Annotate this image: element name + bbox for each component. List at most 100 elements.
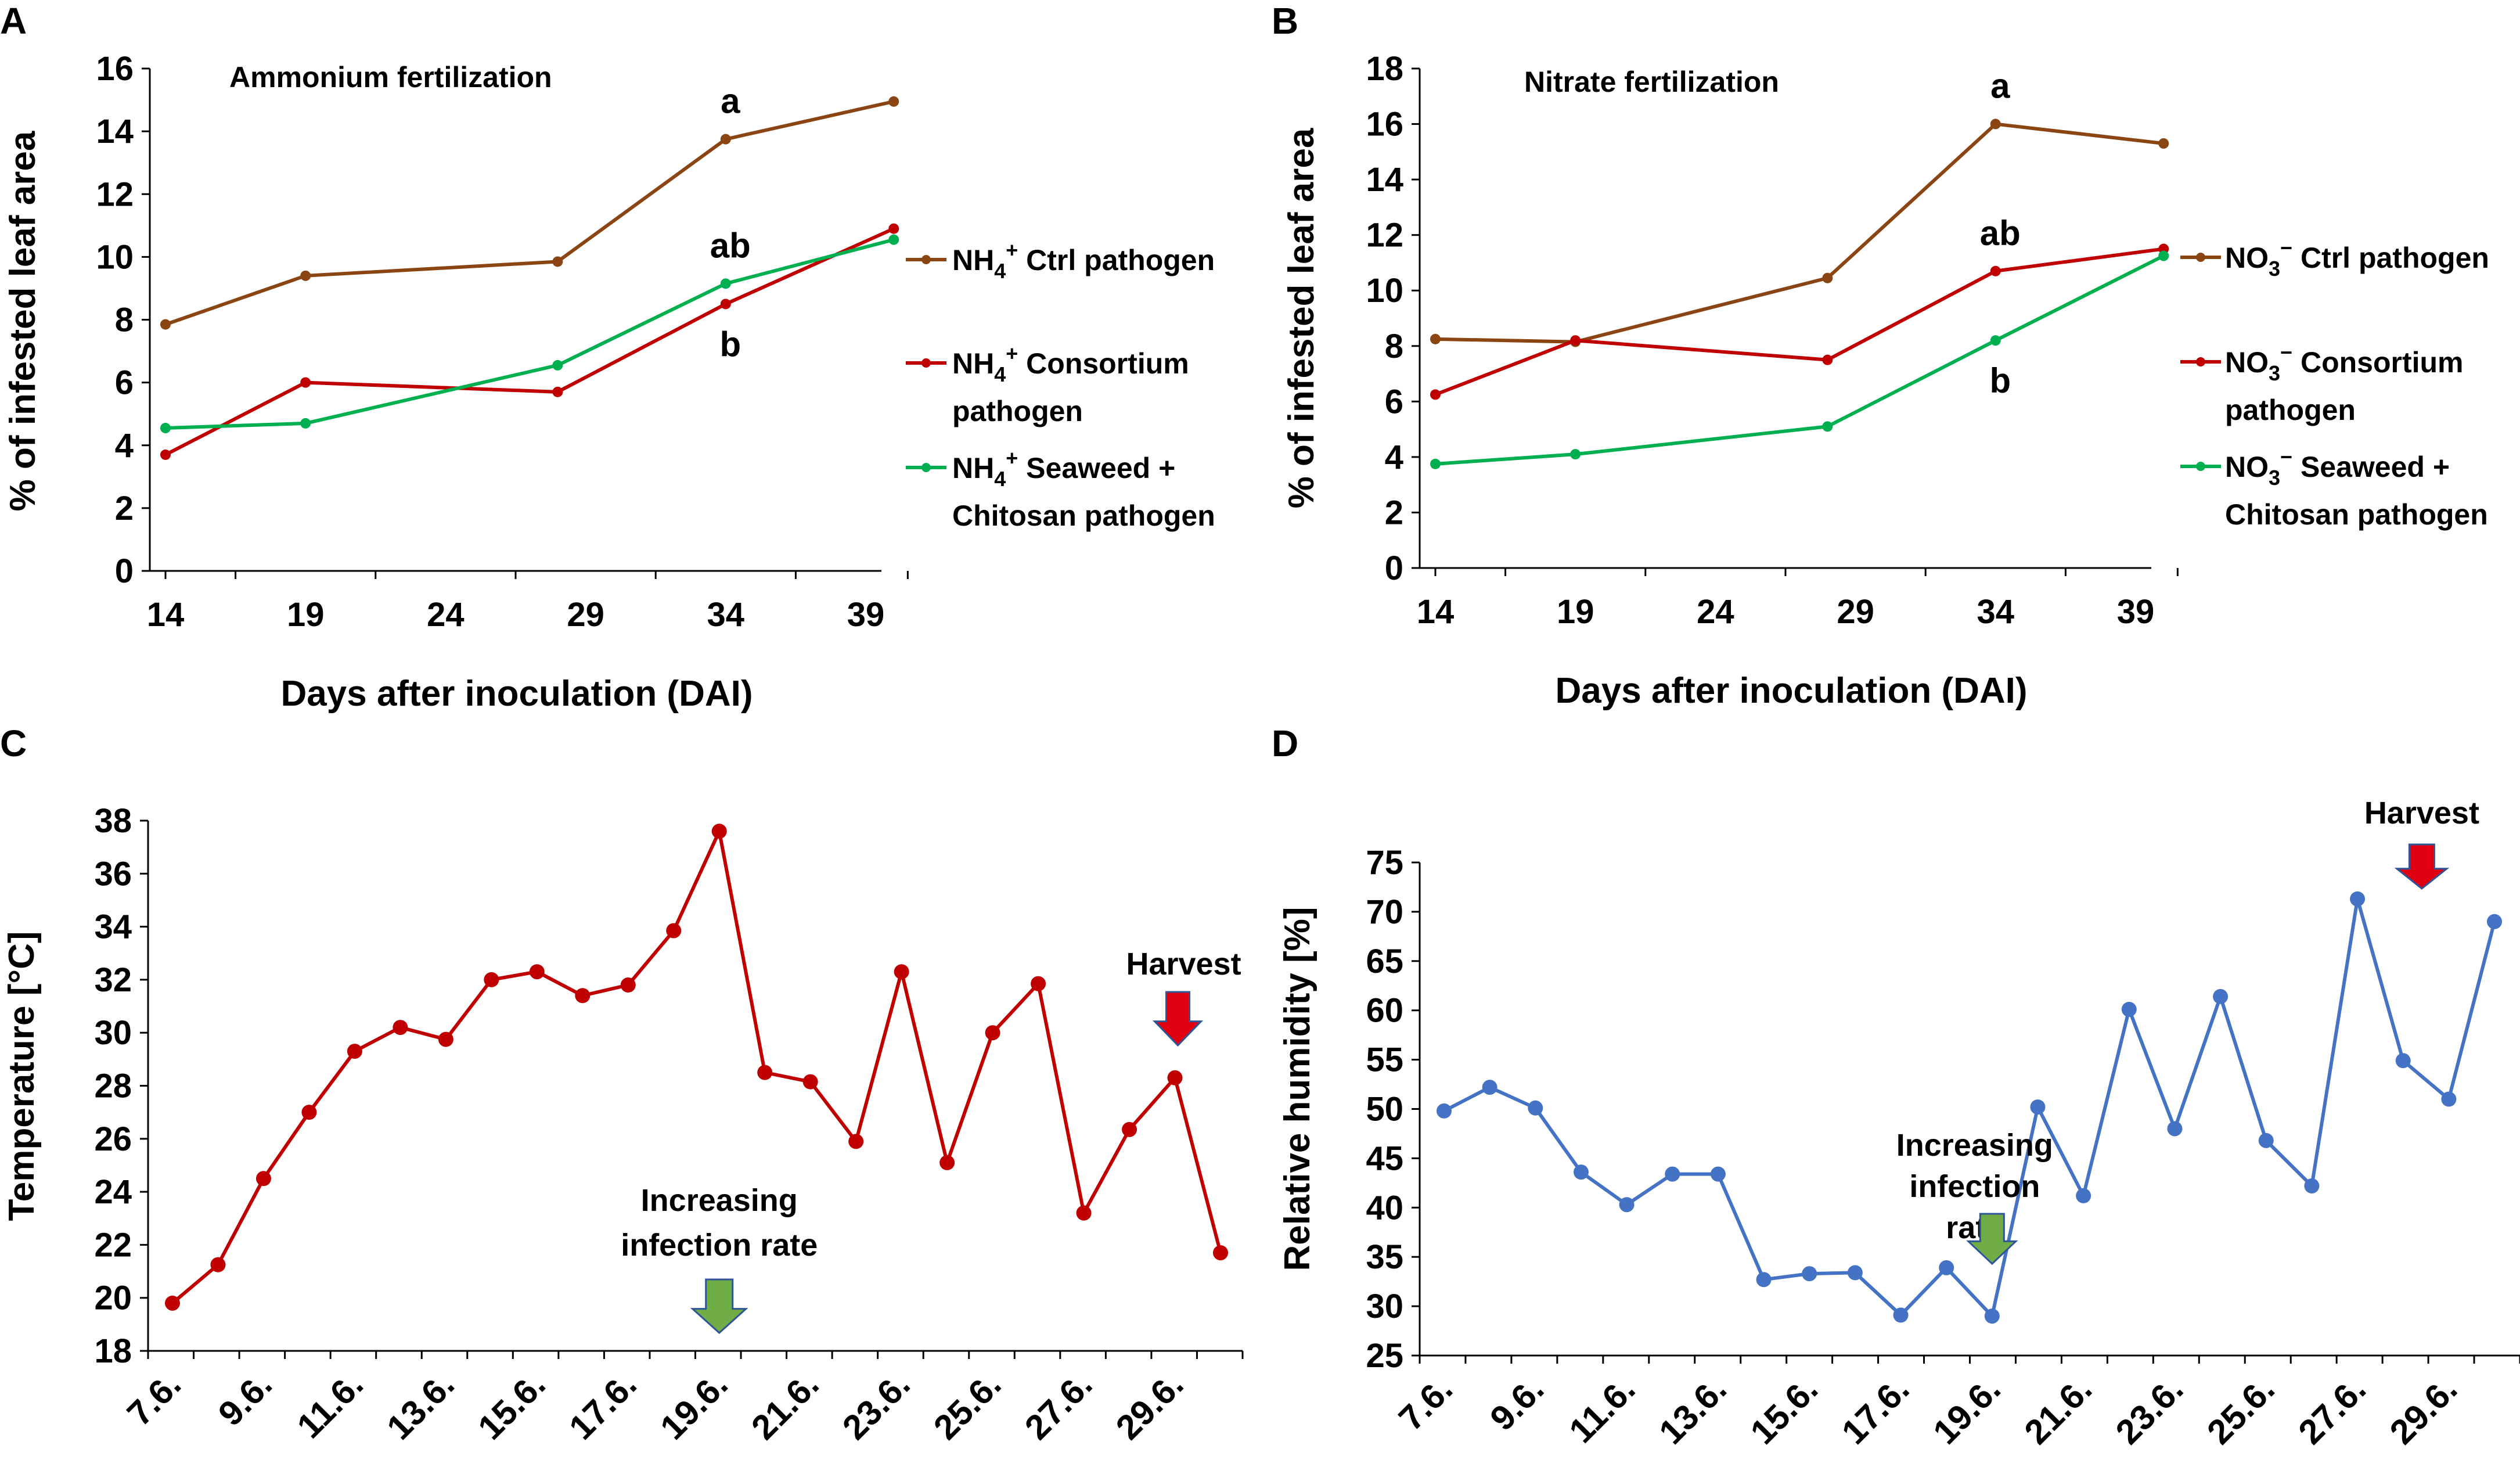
data-point-6 [1710, 1166, 1726, 1182]
legend-b-ctrl: NO3− Ctrl pathogen [2225, 236, 2489, 281]
data-point-7 [1756, 1272, 1772, 1288]
y-tick-label: 4 [115, 427, 134, 465]
y-tick-label: 30 [1366, 1288, 1403, 1325]
panel-a-chart: A Ammonium fertilization Days after inoc… [0, 0, 1215, 714]
y-tick-label: 55 [1366, 1041, 1403, 1079]
data-point-0-1 [300, 270, 311, 281]
data-point-14 [802, 1074, 818, 1090]
data-point-19 [2304, 1178, 2320, 1193]
data-point-1-3 [720, 299, 731, 310]
data-point-1-3 [1990, 265, 2001, 276]
data-point-0-3 [720, 134, 731, 145]
y-tick-label: 16 [1366, 106, 1403, 143]
data-point-23 [1213, 1245, 1228, 1261]
legend-a-ctrl: NH4+ Ctrl pathogen [952, 238, 1215, 283]
data-point-17 [2213, 988, 2229, 1004]
data-point-2-3 [720, 278, 731, 289]
legend-b-consortium: NO3− Consortium [2225, 340, 2464, 385]
y-tick-label: 2 [115, 490, 134, 527]
data-point-14 [2076, 1188, 2091, 1203]
x-date-label: 13.6. [379, 1365, 462, 1447]
series-line-2 [1435, 254, 2165, 466]
data-point-0 [1437, 1103, 1452, 1119]
x-tick-label: 14 [147, 596, 185, 634]
x-date-label: 7.6. [1391, 1369, 1460, 1438]
x-date-label: 29.6. [1108, 1365, 1191, 1447]
panel-b-legend: NO3− Ctrl pathogen NO3− Consortium patho… [2180, 236, 2489, 531]
infection-arrow-icon [690, 1278, 748, 1335]
data-point-3 [301, 1105, 317, 1120]
panel-a-y-axis-label: % of infested leaf area [3, 131, 43, 511]
x-date-label: 9.6. [1482, 1369, 1551, 1438]
legend-b-marker-ctrl [2196, 253, 2205, 262]
y-tick-label: 75 [1366, 844, 1403, 882]
y-tick-label: 0 [115, 552, 134, 590]
x-date-label: 15.6. [470, 1365, 553, 1447]
y-tick-label: 24 [94, 1173, 132, 1211]
legend-b-seaweed-line2: Chitosan pathogen [2225, 498, 2488, 531]
x-date-label: 27.6. [1017, 1365, 1100, 1447]
y-tick-label: 50 [1366, 1091, 1403, 1128]
panel-d-letter: D [1272, 722, 1298, 764]
data-point-0 [165, 1295, 180, 1311]
y-tick-label: 38 [94, 802, 132, 840]
x-date-label: 21.6. [2017, 1369, 2100, 1452]
infection-arrow-icon [1966, 1213, 2018, 1266]
series-line [171, 829, 1222, 1305]
data-point-23 [2487, 914, 2502, 929]
data-point-16 [2167, 1121, 2183, 1137]
y-tick-label: 2 [1385, 494, 1403, 531]
y-tick-label: 10 [1366, 272, 1403, 310]
data-point-8 [529, 964, 545, 980]
y-tick-label: 26 [94, 1120, 132, 1158]
x-date-label: 21.6. [744, 1365, 826, 1447]
data-point-5 [393, 1020, 408, 1036]
data-point-2 [255, 1171, 271, 1187]
data-point-2-2 [552, 359, 563, 371]
panel-c-letter: C [0, 722, 27, 764]
x-date-label: 13.6. [1651, 1369, 1734, 1452]
harvest-arrow-icon [2394, 843, 2450, 890]
x-date-label: 11.6. [1561, 1369, 1642, 1450]
infection-label: infection [1909, 1169, 2040, 1204]
y-tick-label: 6 [1385, 383, 1403, 420]
infection-label: Increasing [641, 1183, 798, 1218]
data-point-8 [1802, 1266, 1817, 1282]
x-tick-label: 39 [2117, 593, 2155, 631]
x-tick-label: 19 [287, 596, 325, 634]
series-line-1 [1434, 247, 2164, 397]
panel-c-y-axis-label: Temperature [°C] [2, 931, 42, 1221]
data-point-12 [1984, 1308, 2000, 1324]
legend-a-marker-consortium [921, 358, 931, 368]
panel-c-chart: C Temperature [°C] 18 20 22 24 26 28 30 32 34 36 3… [0, 722, 1244, 1447]
y-tick-label: 12 [96, 175, 134, 213]
y-tick-label: 25 [1366, 1337, 1403, 1375]
legend-b-seaweed: NO3− Seaweed + [2225, 445, 2450, 490]
significance-label: b [1989, 361, 2011, 400]
data-point-1-1 [300, 377, 311, 388]
legend-b-marker-consortium [2196, 357, 2205, 366]
x-date-label: 19.6. [653, 1365, 735, 1447]
data-point-21 [2395, 1053, 2411, 1069]
data-point-0-0 [1430, 333, 1441, 344]
data-point-18 [2258, 1133, 2274, 1148]
data-point-7 [484, 972, 499, 987]
x-date-label: 19.6. [1925, 1369, 2008, 1452]
x-date-label: 9.6. [211, 1365, 279, 1433]
x-date-label: 15.6. [1743, 1369, 1826, 1452]
legend-a-consortium-line2: pathogen [952, 395, 1083, 427]
data-point-10 [620, 977, 636, 993]
data-point-0-4 [888, 96, 899, 107]
harvest-arrow-icon [1152, 991, 1204, 1047]
x-tick-label: 34 [1977, 593, 2015, 631]
legend-a-marker-ctrl [921, 255, 931, 264]
y-tick-label: 45 [1366, 1139, 1403, 1177]
data-point-22 [2441, 1091, 2457, 1107]
data-point-0-4 [2158, 138, 2169, 149]
significance-label: ab [710, 226, 751, 265]
y-tick-label: 22 [94, 1226, 132, 1264]
panel-a-legend: NH4+ Ctrl pathogen NH4+ Consortium patho… [906, 238, 1215, 532]
data-point-12 [711, 824, 727, 839]
data-point-9 [575, 988, 591, 1004]
